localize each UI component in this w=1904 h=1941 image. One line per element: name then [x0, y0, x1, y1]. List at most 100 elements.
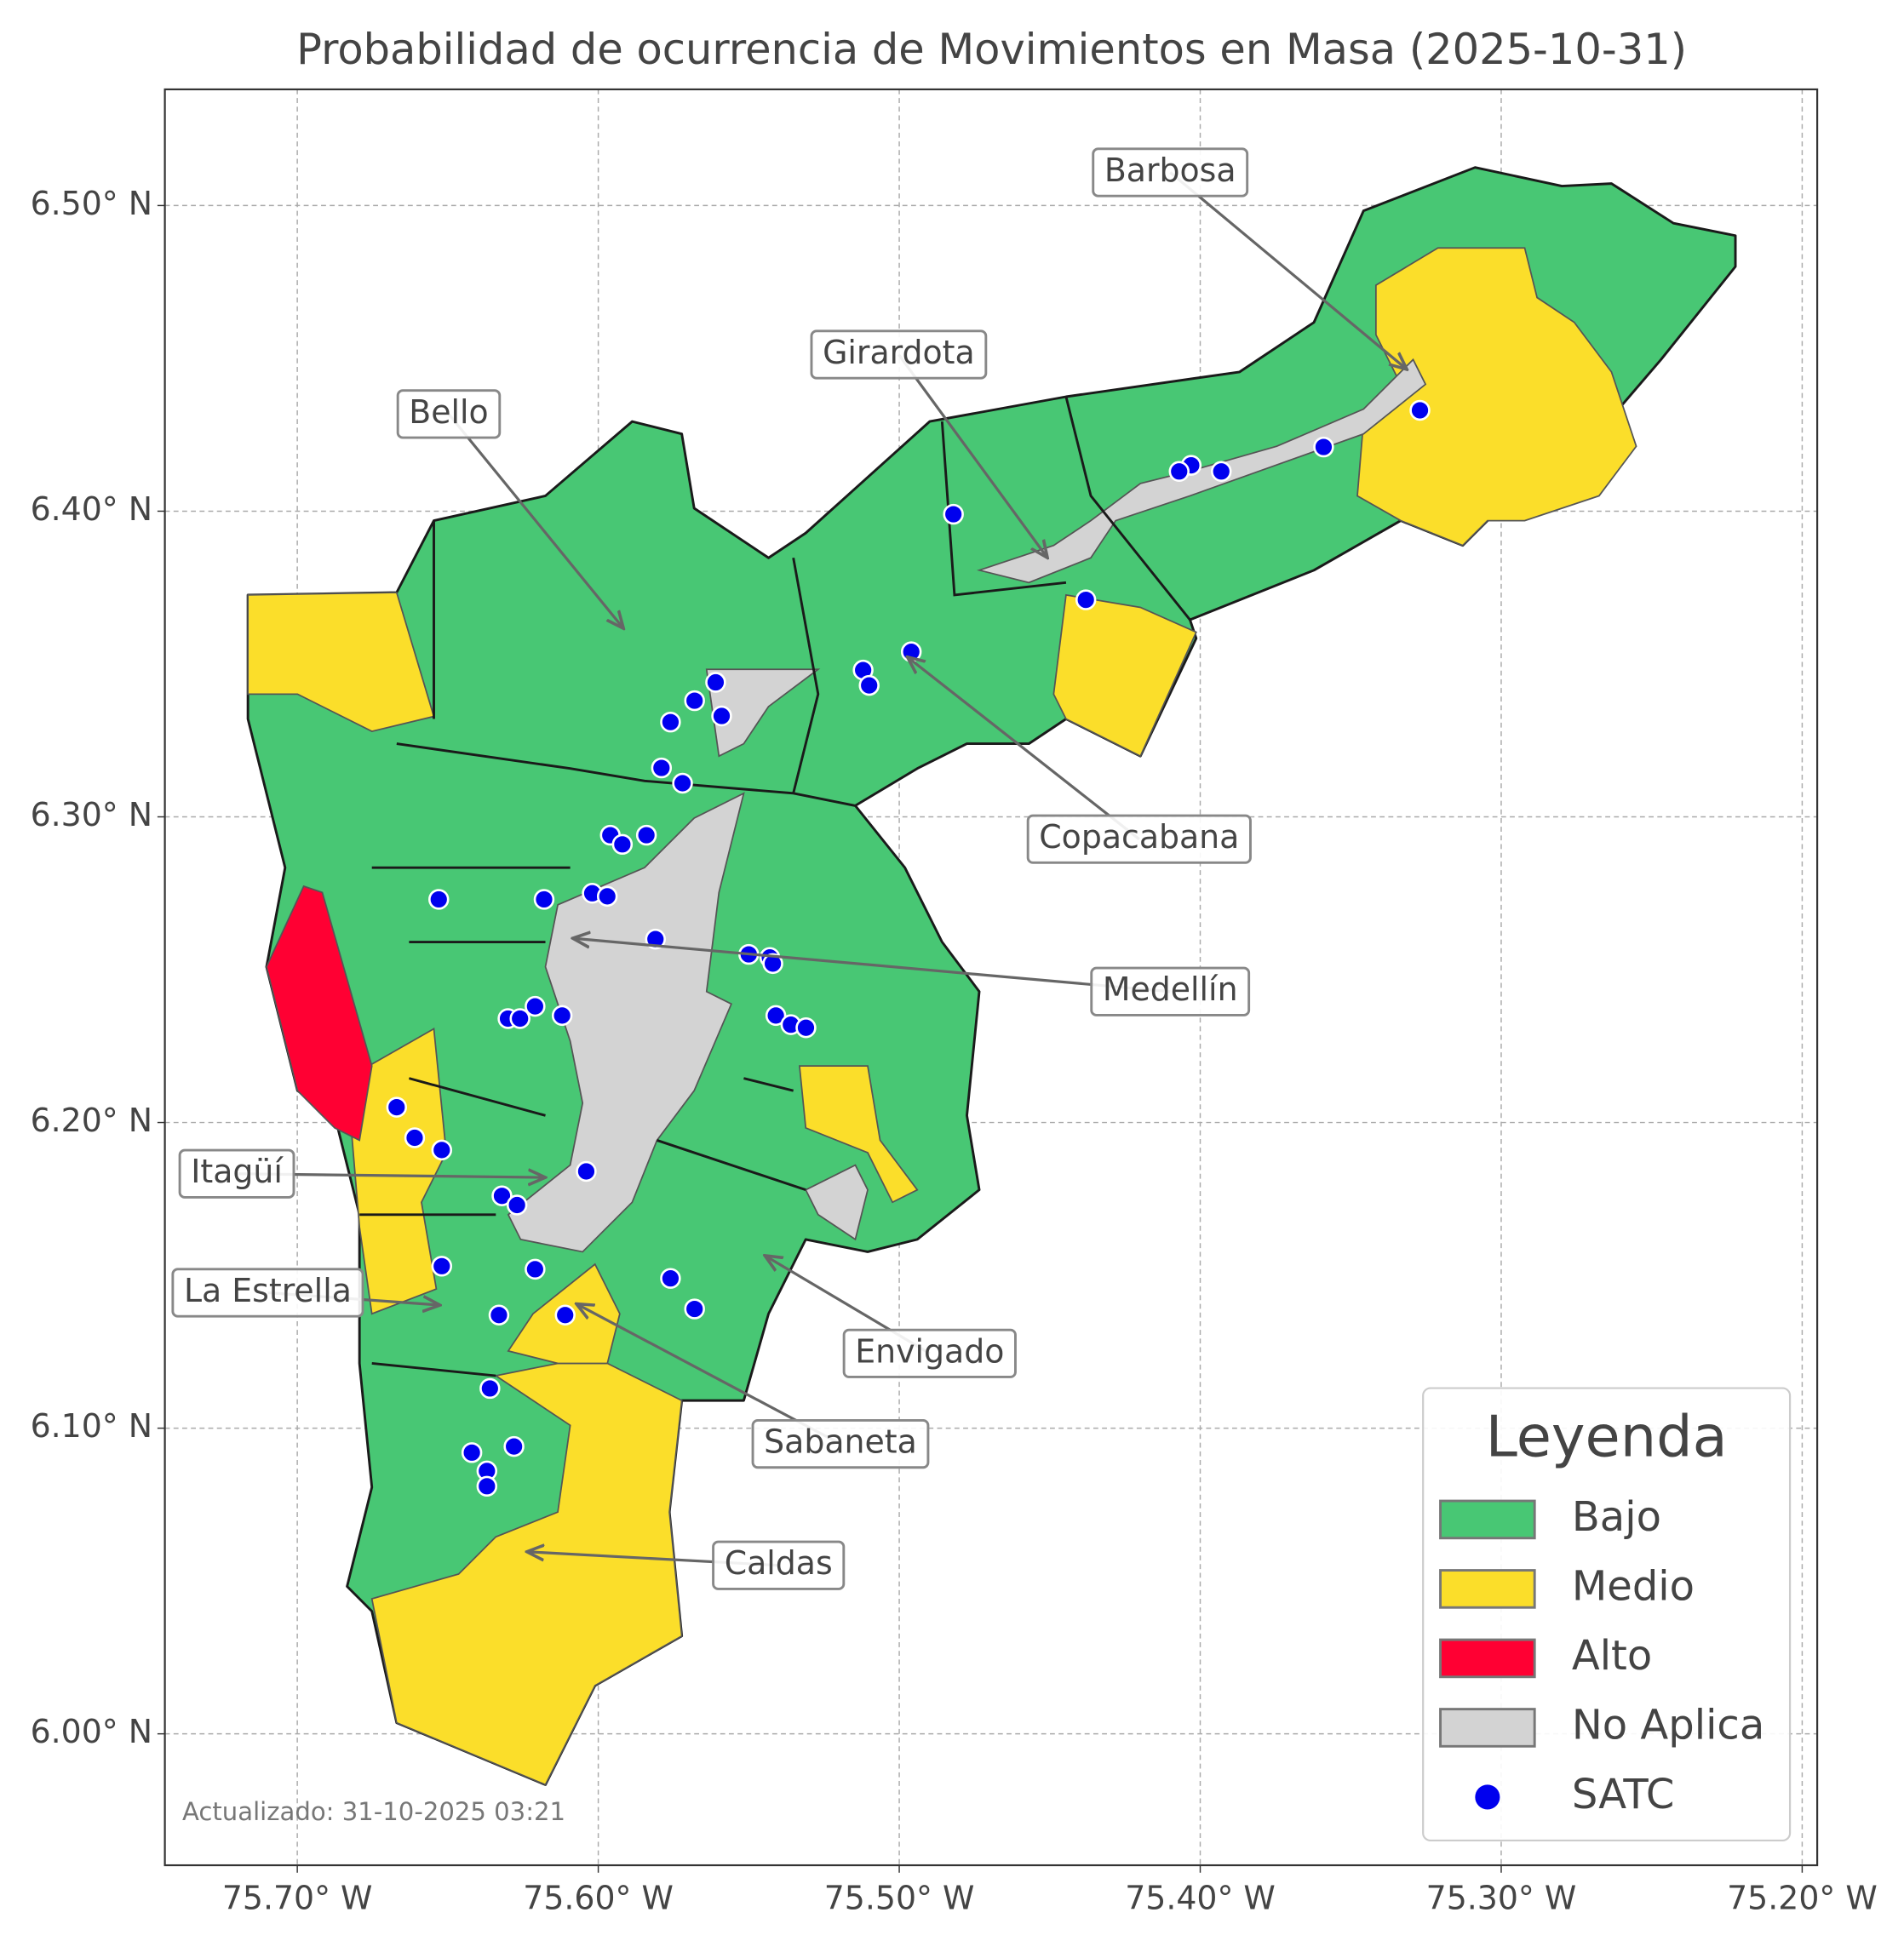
plot-frame — [163, 88, 1819, 1867]
satc-point — [943, 503, 964, 525]
satc-point — [645, 928, 666, 950]
region-medio — [247, 592, 435, 732]
satc-point — [765, 1005, 787, 1027]
satc-point — [461, 1442, 483, 1463]
satc-point — [1409, 399, 1431, 421]
satc-point — [1313, 436, 1334, 458]
region-medio — [370, 1362, 683, 1786]
satc-point — [858, 674, 880, 696]
annotation-box — [1090, 966, 1251, 1016]
regions-medio — [247, 247, 1637, 1786]
region-no-aplica — [976, 358, 1427, 584]
satc-point — [705, 672, 726, 693]
annotation-box — [810, 329, 988, 380]
satc-point — [509, 1008, 530, 1029]
annotation-box — [751, 1418, 930, 1469]
satc-point — [431, 1256, 453, 1277]
satc-point — [576, 1160, 597, 1182]
annotation-box — [1026, 814, 1252, 864]
annotation-box — [712, 1540, 846, 1590]
satc-point — [488, 1304, 510, 1325]
satc-point — [1211, 461, 1232, 483]
annotation-box — [396, 389, 502, 439]
x-tick-label: 75.30° W — [1426, 1879, 1577, 1916]
satc-point — [1168, 461, 1190, 483]
satc-point — [386, 1096, 408, 1118]
satc-point — [525, 995, 546, 1017]
annotation-label: Bello — [409, 393, 488, 431]
annotation-arrow — [1169, 171, 1407, 369]
legend-label: No Aplica — [1572, 1701, 1764, 1749]
legend-swatch — [1439, 1569, 1536, 1609]
legend: Leyenda Bajo Medio Alto No Aplica SATC — [1422, 1387, 1792, 1842]
footnote: Actualizado: 31-10-2025 03:21 — [182, 1797, 565, 1826]
satc-point — [711, 705, 732, 727]
annotation-label: Itagüí — [191, 1153, 284, 1190]
satc-point — [611, 833, 634, 856]
region-no-aplica — [805, 1164, 869, 1241]
satc-point — [651, 757, 673, 779]
region-medio — [1052, 593, 1197, 758]
annotation-arrow — [898, 353, 1047, 558]
satc-point — [404, 1127, 426, 1148]
region-alto — [266, 885, 373, 1142]
satc-point — [525, 1258, 546, 1280]
satc-point — [596, 885, 618, 908]
legend-marker — [1475, 1784, 1500, 1810]
satc-point — [762, 953, 783, 975]
satc-point — [660, 711, 681, 733]
annotation-label: Caldas — [725, 1544, 833, 1582]
satc-point — [635, 824, 657, 846]
satc-point — [672, 772, 693, 794]
x-tick-label: 75.40° W — [1125, 1879, 1276, 1916]
satc-point — [660, 1268, 681, 1289]
satc-point — [900, 641, 922, 662]
y-tick-label: 6.40° N — [31, 490, 152, 528]
annotation-label: La Estrella — [184, 1272, 352, 1309]
satc-point — [491, 1185, 513, 1206]
annotation-box — [1092, 147, 1249, 198]
region-no-aplica — [507, 792, 745, 1253]
region-medio — [346, 1027, 447, 1315]
legend-swatch — [1439, 1708, 1536, 1748]
legend-label: Alto — [1572, 1632, 1652, 1680]
annotation-label: Medellín — [1103, 970, 1238, 1008]
x-tick-label: 75.60° W — [523, 1879, 674, 1916]
y-tick-label: 6.30° N — [31, 796, 152, 833]
annotation-arrow — [908, 657, 1140, 840]
municipal-borders — [359, 396, 1191, 1377]
annotation-arrow — [573, 938, 1171, 993]
y-tick-label: 6.00° N — [31, 1713, 152, 1750]
satc-point — [554, 1304, 576, 1325]
x-tick-label: 75.50° W — [824, 1879, 975, 1916]
annotation-label: Girardota — [823, 334, 975, 371]
y-tick-label: 6.50° N — [31, 185, 152, 222]
satc-point — [684, 1298, 705, 1320]
annotations: Barbosa Girardota Bello Copacabana Medellín I… — [171, 147, 1407, 1590]
annotation-label: Envigado — [855, 1332, 1004, 1370]
region-no-aplica — [705, 668, 821, 758]
legend-swatch — [1439, 1499, 1536, 1540]
chart-title: Probabilidad de ocurrencia de Movimiento… — [296, 25, 1687, 74]
annotation-arrow — [447, 413, 623, 628]
annotation-box — [178, 1148, 295, 1199]
satc-point — [551, 1005, 573, 1027]
annotation-box — [171, 1268, 364, 1318]
satc-point — [476, 1475, 498, 1497]
x-tick-label: 75.70° W — [222, 1879, 373, 1916]
regions — [246, 166, 1737, 1786]
legend-label: SATC — [1572, 1771, 1675, 1818]
y-tick-label: 6.10° N — [31, 1407, 152, 1445]
legend-swatch — [1439, 1638, 1536, 1679]
satc-point — [479, 1377, 501, 1400]
legend-label: Bajo — [1572, 1493, 1661, 1541]
satc-point — [503, 1435, 525, 1457]
y-tick-label: 6.20° N — [31, 1102, 152, 1139]
satc-point — [428, 889, 450, 910]
regions-no-aplica — [507, 358, 1427, 1253]
annotation-box — [842, 1328, 1017, 1378]
annotation-label: Barbosa — [1104, 152, 1236, 189]
legend-label: Medio — [1572, 1562, 1695, 1610]
